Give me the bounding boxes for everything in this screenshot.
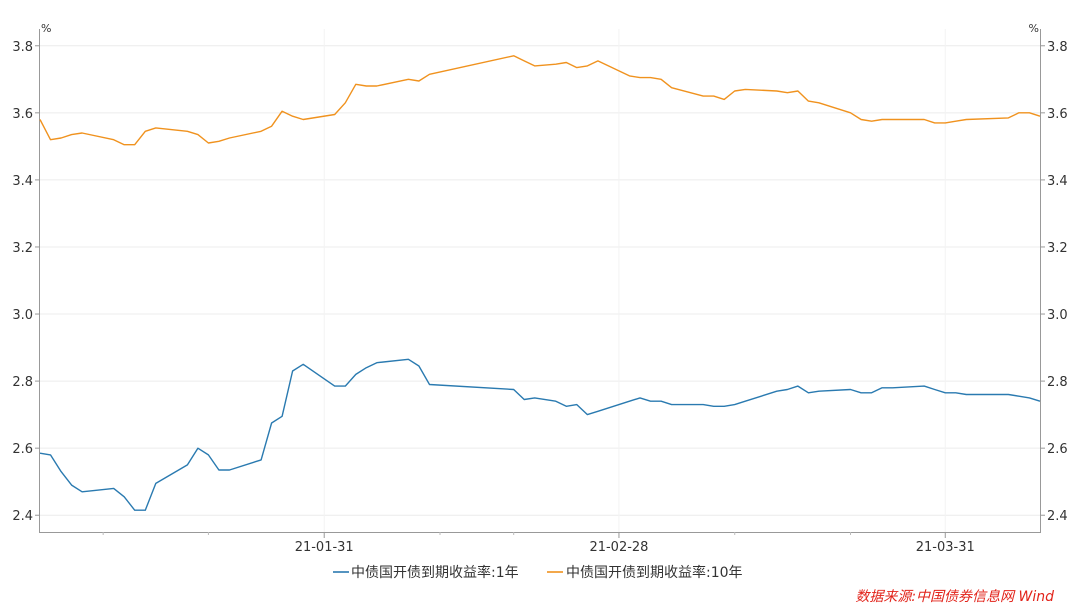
left-y-tick-label: 3.8	[12, 40, 33, 55]
left-y-tick-label: 3.4	[12, 174, 33, 189]
series-line-1y	[39, 358, 1041, 511]
axes: % %	[39, 22, 1041, 533]
right-y-tick-label: 3.0	[1047, 308, 1068, 323]
series-line-10y	[39, 55, 1041, 146]
left-y-tick-label: 3.6	[12, 107, 33, 122]
legend-label-10y: 中债国开债到期收益率:10年	[566, 564, 743, 581]
right-y-tick-label: 3.4	[1047, 174, 1068, 189]
right-y-unit: %	[1029, 22, 1039, 35]
left-y-tick-label: 2.4	[12, 509, 33, 524]
right-y-axis-ticks: 2.4 2.6 2.8 3.0 3.2 3.4 3.6 3.8	[1040, 40, 1068, 524]
right-y-tick-label: 2.6	[1047, 442, 1068, 457]
legend-label-1y: 中债国开债到期收益率:1年	[351, 564, 519, 581]
x-tick-label: 21-02-28	[589, 540, 648, 555]
left-y-axis-ticks: 2.4 2.6 2.8 3.0 3.2 3.4 3.6 3.8	[12, 40, 40, 524]
left-y-unit: %	[41, 22, 51, 35]
left-y-tick-label: 3.0	[12, 308, 33, 323]
right-y-tick-label: 3.6	[1047, 107, 1068, 122]
x-axis-ticks: 21-01-31 21-02-28 21-03-31	[102, 532, 975, 555]
series-lines	[39, 55, 1041, 511]
left-y-tick-label: 2.8	[12, 375, 33, 390]
x-tick-label: 21-01-31	[295, 540, 354, 555]
gridlines	[40, 29, 1040, 532]
right-y-tick-label: 2.8	[1047, 375, 1068, 390]
left-y-tick-label: 3.2	[12, 241, 33, 256]
right-y-tick-label: 3.8	[1047, 40, 1068, 55]
legend: 中债国开债到期收益率:1年 中债国开债到期收益率:10年	[333, 564, 743, 581]
source-note: 数据来源:中国债券信息网 Wind	[855, 589, 1054, 605]
right-y-tick-label: 3.2	[1047, 241, 1068, 256]
right-y-tick-label: 2.4	[1047, 509, 1068, 524]
x-tick-label: 21-03-31	[916, 540, 975, 555]
left-y-tick-label: 2.6	[12, 442, 33, 457]
